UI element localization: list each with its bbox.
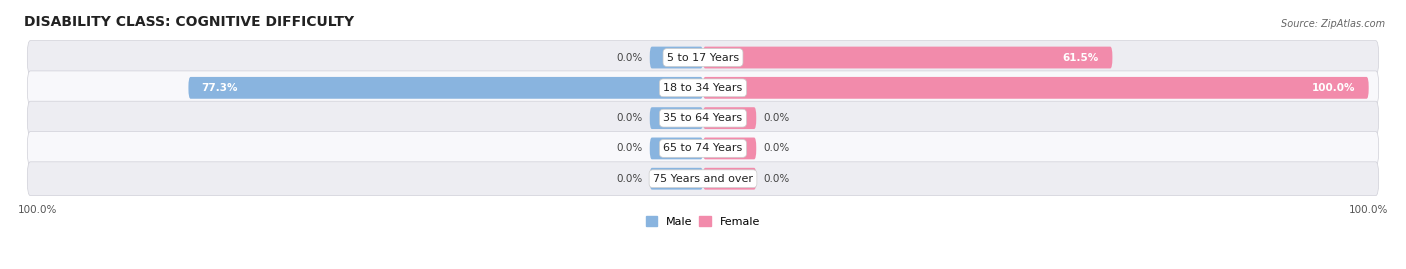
FancyBboxPatch shape xyxy=(650,107,703,129)
Text: 0.0%: 0.0% xyxy=(617,174,643,184)
FancyBboxPatch shape xyxy=(650,168,703,190)
Text: 0.0%: 0.0% xyxy=(617,113,643,123)
Text: 61.5%: 61.5% xyxy=(1063,52,1099,62)
FancyBboxPatch shape xyxy=(650,47,703,68)
Text: Source: ZipAtlas.com: Source: ZipAtlas.com xyxy=(1281,19,1385,29)
Text: 0.0%: 0.0% xyxy=(617,143,643,153)
Text: 100.0%: 100.0% xyxy=(1312,83,1355,93)
Text: 65 to 74 Years: 65 to 74 Years xyxy=(664,143,742,153)
Text: 0.0%: 0.0% xyxy=(763,113,789,123)
FancyBboxPatch shape xyxy=(650,137,703,159)
Text: 35 to 64 Years: 35 to 64 Years xyxy=(664,113,742,123)
FancyBboxPatch shape xyxy=(27,101,1379,135)
FancyBboxPatch shape xyxy=(27,71,1379,105)
FancyBboxPatch shape xyxy=(703,107,756,129)
Text: 0.0%: 0.0% xyxy=(763,143,789,153)
FancyBboxPatch shape xyxy=(27,162,1379,196)
FancyBboxPatch shape xyxy=(703,47,1112,68)
Text: 5 to 17 Years: 5 to 17 Years xyxy=(666,52,740,62)
FancyBboxPatch shape xyxy=(703,77,1368,99)
Text: 0.0%: 0.0% xyxy=(617,52,643,62)
FancyBboxPatch shape xyxy=(703,137,756,159)
FancyBboxPatch shape xyxy=(188,77,703,99)
Text: 0.0%: 0.0% xyxy=(763,174,789,184)
FancyBboxPatch shape xyxy=(27,41,1379,75)
FancyBboxPatch shape xyxy=(27,132,1379,165)
FancyBboxPatch shape xyxy=(703,168,756,190)
Text: DISABILITY CLASS: COGNITIVE DIFFICULTY: DISABILITY CLASS: COGNITIVE DIFFICULTY xyxy=(24,15,354,29)
Legend: Male, Female: Male, Female xyxy=(641,212,765,231)
Text: 77.3%: 77.3% xyxy=(201,83,238,93)
Text: 75 Years and over: 75 Years and over xyxy=(652,174,754,184)
Text: 18 to 34 Years: 18 to 34 Years xyxy=(664,83,742,93)
